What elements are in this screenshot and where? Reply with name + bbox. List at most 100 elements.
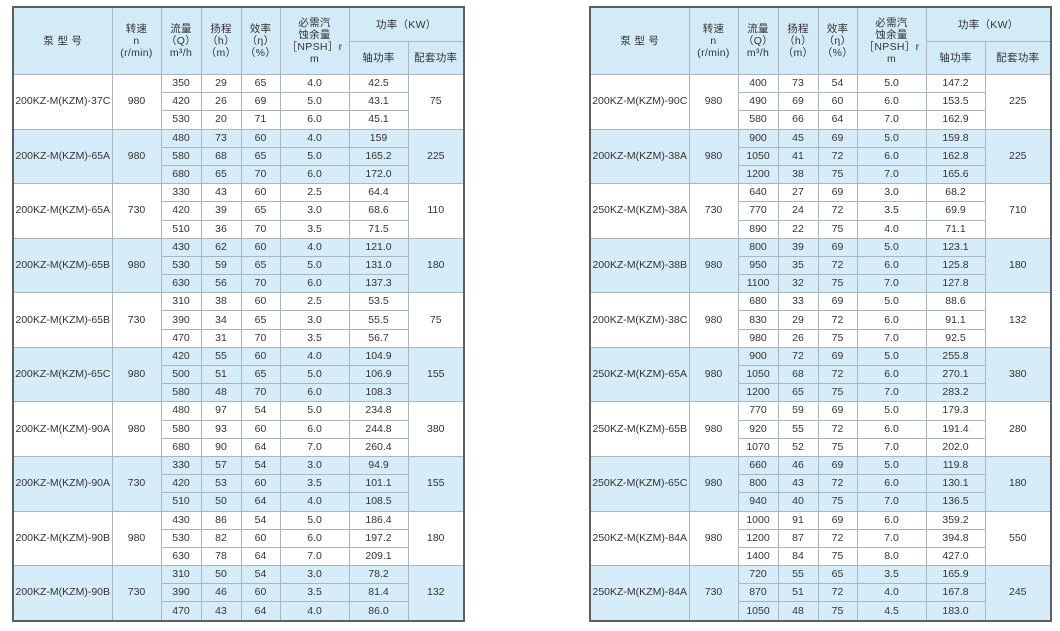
cell-npsh: 6.0 [856,474,927,494]
cell-efficiency: 65 [240,255,281,276]
cell-npsh: 8.0 [856,546,927,567]
cell-speed: 980 [688,128,739,185]
cell-motor-power: 380 [984,346,1052,403]
cell-head: 26 [200,92,242,112]
cell-head: 50 [200,492,242,512]
cell-motor-power: 225 [984,128,1052,185]
cell-npsh: 7.0 [856,328,927,348]
cell-model: 250KZ-M(KZM)-65C [589,455,690,512]
header-line: （m） [782,47,814,59]
table-row: 630 78 64 7.0 209.1 [13,546,464,567]
cell-efficiency: 75 [817,328,858,348]
cell-shaft-power: 260.4 [348,437,409,457]
cell-motor-power: 380 [407,401,465,457]
cell-shaft-power: 81.4 [348,583,409,603]
cell-head: 72 [777,346,819,367]
cell-npsh: 2.5 [279,183,350,203]
cell-flow: 920 [737,419,779,439]
cell-shaft-power: 92.5 [925,328,986,348]
cell-shaft-power: 202.0 [925,437,986,457]
header-line: 必需汽 [875,17,908,29]
cell-head: 62 [200,237,242,257]
header-line: 效率 [826,23,849,35]
cell-motor-power: 110 [407,183,465,239]
cell-model: 200KZ-M(KZM)-37C [12,74,113,130]
cell-flow: 430 [160,237,202,257]
cell-model: 200KZ-M(KZM)-90A [12,401,113,457]
cell-head: 39 [777,237,819,257]
table-row: 390 46 60 3.5 81.4 [13,583,464,603]
cell-shaft-power: 186.4 [348,510,409,530]
header-speed: 转速 n (r/min) [688,6,739,75]
cell-head: 32 [777,274,819,294]
header-line: (r/min) [697,47,730,59]
header-line: m [309,53,320,65]
cell-head: 46 [200,583,242,603]
table-row: 470 31 70 3.5 56.7 [13,328,464,348]
header-line: m³/h [169,47,193,59]
cell-shaft-power: 172.0 [348,164,409,185]
cell-head: 69 [777,92,819,112]
header-shaft-power: 轴功率 [348,41,409,75]
cell-efficiency: 69 [817,292,858,312]
cell-speed: 980 [111,401,162,457]
cell-npsh: 4.0 [279,237,350,257]
cell-npsh: 4.0 [279,73,350,94]
cell-flow: 1050 [737,146,779,166]
cell-speed: 980 [111,237,162,294]
cell-npsh: 4.0 [279,346,350,367]
cell-head: 24 [777,201,819,221]
cell-flow: 390 [160,310,202,330]
table-row: 250KZ-M(KZM)-65C 980 660 46 69 5.0 119.8 180 [589,455,1052,512]
table-row: 200KZ-M(KZM)-90A 980 480 97 54 5.0 234.8 380 [12,401,465,457]
cell-shaft-power: 108.3 [348,383,409,403]
cell-efficiency: 70 [240,164,281,185]
header-power: 功率（KW） [348,6,465,42]
cell-npsh: 4.0 [279,128,350,148]
cell-npsh: 4.5 [856,601,927,622]
header-speed: 转速 n (r/min) [111,6,162,75]
header-line: （Q） [165,35,197,47]
cell-flow: 1000 [737,510,779,530]
cell-shaft-power: 121.0 [348,237,409,257]
cell-efficiency: 72 [817,201,858,221]
cell-flow: 1400 [737,546,779,567]
cell-flow: 350 [160,73,202,94]
table-row: 420 26 69 5.0 43.1 [13,92,464,112]
cell-head: 31 [200,328,242,348]
cell-npsh: 6.0 [279,164,350,185]
header-line: （%） [821,47,854,59]
cell-model: 200KZ-M(KZM)-65C [12,346,113,403]
cell-head: 46 [777,455,819,476]
cell-flow: 330 [160,455,202,476]
cell-head: 50 [200,565,242,585]
cell-flow: 800 [737,237,779,257]
header-line: （Q） [742,35,774,47]
table-row: 1050 41 72 6.0 162.8 [590,146,1051,166]
cell-efficiency: 69 [817,401,858,421]
cell-npsh: 7.0 [856,164,927,185]
cell-head: 97 [200,401,242,421]
cell-shaft-power: 131.0 [348,255,409,276]
cell-shaft-power: 255.8 [925,346,986,367]
header-line: n [710,35,717,47]
table-row: 200KZ-M(KZM)-90A 730 330 57 54 3.0 94.9 155 [12,455,465,512]
cell-flow: 430 [160,510,202,530]
cell-motor-power: 155 [407,455,465,512]
cell-npsh: 4.0 [279,601,350,622]
cell-shaft-power: 394.8 [925,528,986,548]
cell-efficiency: 60 [240,419,281,439]
cell-shaft-power: 165.2 [348,146,409,166]
table-row: 250KZ-M(KZM)-65B 980 770 59 69 5.0 179.3 280 [589,401,1052,457]
table-row: 800 43 72 6.0 130.1 [590,474,1051,494]
cell-npsh: 5.0 [856,455,927,476]
cell-flow: 420 [160,474,202,494]
cell-efficiency: 60 [240,183,281,203]
cell-npsh: 6.0 [856,92,927,112]
cell-efficiency: 75 [817,274,858,294]
table-row: 200KZ-M(KZM)-65B 730 310 38 60 2.5 53.5 75 [12,292,465,348]
cell-model: 200KZ-M(KZM)-65A [12,128,113,185]
cell-shaft-power: 179.3 [925,401,986,421]
cell-npsh: 7.0 [856,437,927,457]
cell-shaft-power: 270.1 [925,364,986,385]
